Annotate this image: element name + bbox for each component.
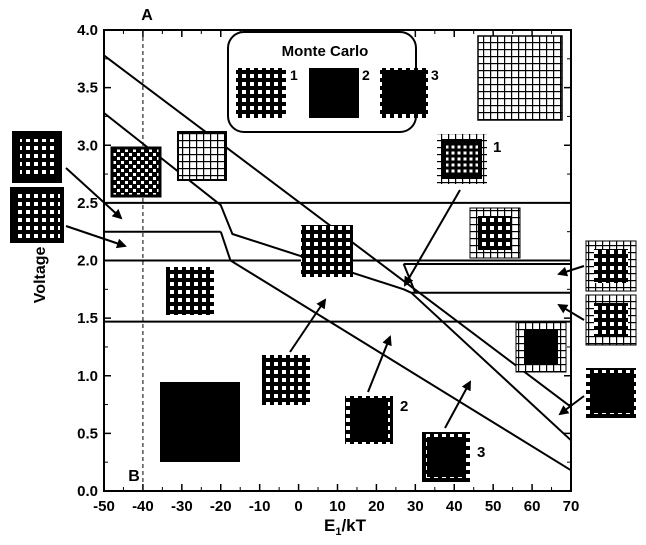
annotation-1: 1	[493, 139, 501, 156]
arrow-left-2	[65, 225, 127, 249]
ref-label-bottom: B	[128, 468, 140, 485]
arrow-right-2	[557, 303, 585, 321]
phase-image-outside-right-2	[585, 294, 637, 346]
arrow-right-3	[558, 395, 585, 416]
x-tick-label-3: -20	[210, 498, 232, 515]
legend-item-3: 3	[431, 67, 439, 83]
ref-label-top: A	[141, 7, 153, 24]
phase-image-framed-3	[422, 432, 470, 482]
arrow-left-1	[65, 167, 123, 220]
legend-pattern-3	[380, 68, 428, 118]
arrow-region-2	[367, 335, 392, 393]
annotation-2: 2	[400, 398, 408, 415]
phase-image-grid-large	[477, 35, 563, 121]
annotation-arrows	[65, 167, 585, 429]
legend-box: Monte Carlo 1 2 3	[227, 31, 439, 133]
y-tick-label-2: 1.0	[77, 368, 98, 385]
y-tick-label-1: 0.5	[77, 425, 98, 442]
phase-image-outside-right-3	[586, 368, 636, 418]
x-tick-label-0: -50	[93, 498, 115, 515]
y-tick-label-8: 4.0	[77, 22, 98, 39]
phase-image-framed-right	[515, 321, 567, 373]
x-tick-label-2: -30	[171, 498, 193, 515]
annotation-3: 3	[477, 444, 485, 461]
x-tick-label-4: -10	[249, 498, 271, 515]
y-tick-label-3: 1.5	[77, 310, 98, 327]
phase-image-grid-dots	[469, 207, 521, 259]
x-tick-label-8: 30	[407, 498, 424, 515]
phase-image-solid-large	[160, 382, 240, 462]
y-tick-label-0: 0.0	[77, 483, 98, 500]
x-tick-label-10: 50	[485, 498, 502, 515]
y-tick-label-7: 3.5	[77, 80, 98, 97]
phase-image-grid-small	[177, 131, 227, 181]
phase-image-check-left	[110, 146, 162, 198]
series-line-3	[219, 231, 572, 472]
phase-image-dots-mid	[301, 225, 353, 277]
legend-item-2: 2	[362, 67, 370, 83]
x-tick-label-12: 70	[563, 498, 580, 515]
phase-image-framed-2	[345, 396, 393, 444]
y-tick-label-6: 3.0	[77, 137, 98, 154]
phase-image-framed-1	[437, 134, 487, 184]
phase-image-dots-bottom	[262, 355, 310, 405]
arrow-right-1	[557, 265, 585, 277]
arrow-region-3	[444, 380, 471, 429]
arrow-dots-bottom	[289, 298, 327, 353]
phase-image-outside-left-2	[10, 187, 64, 243]
y-tick-label-4: 2.0	[77, 253, 98, 270]
legend-pattern-1	[236, 68, 286, 118]
x-tick-label-1: -40	[132, 498, 154, 515]
arrow-to-region-1	[403, 189, 461, 287]
y-tick-label-5: 2.5	[77, 195, 98, 212]
x-axis-title: E1/kT	[324, 516, 367, 538]
legend-pattern-2	[309, 68, 359, 118]
x-tick-label-6: 10	[329, 498, 346, 515]
x-tick-label-11: 60	[524, 498, 541, 515]
tick-labels: -50 -40 -30 -20 -10 0 10 20 30 40 50 60 70 0.0 0.5 1.0 1…	[77, 22, 579, 515]
x-tick-label-7: 20	[368, 498, 385, 515]
x-tick-label-9: 40	[446, 498, 463, 515]
legend-item-1: 1	[290, 67, 298, 83]
x-tick-label-5: 0	[294, 498, 302, 515]
phase-image-outside-right-1	[585, 240, 637, 292]
phase-image-dots-low	[166, 267, 214, 315]
legend-title: Monte Carlo	[282, 43, 369, 60]
